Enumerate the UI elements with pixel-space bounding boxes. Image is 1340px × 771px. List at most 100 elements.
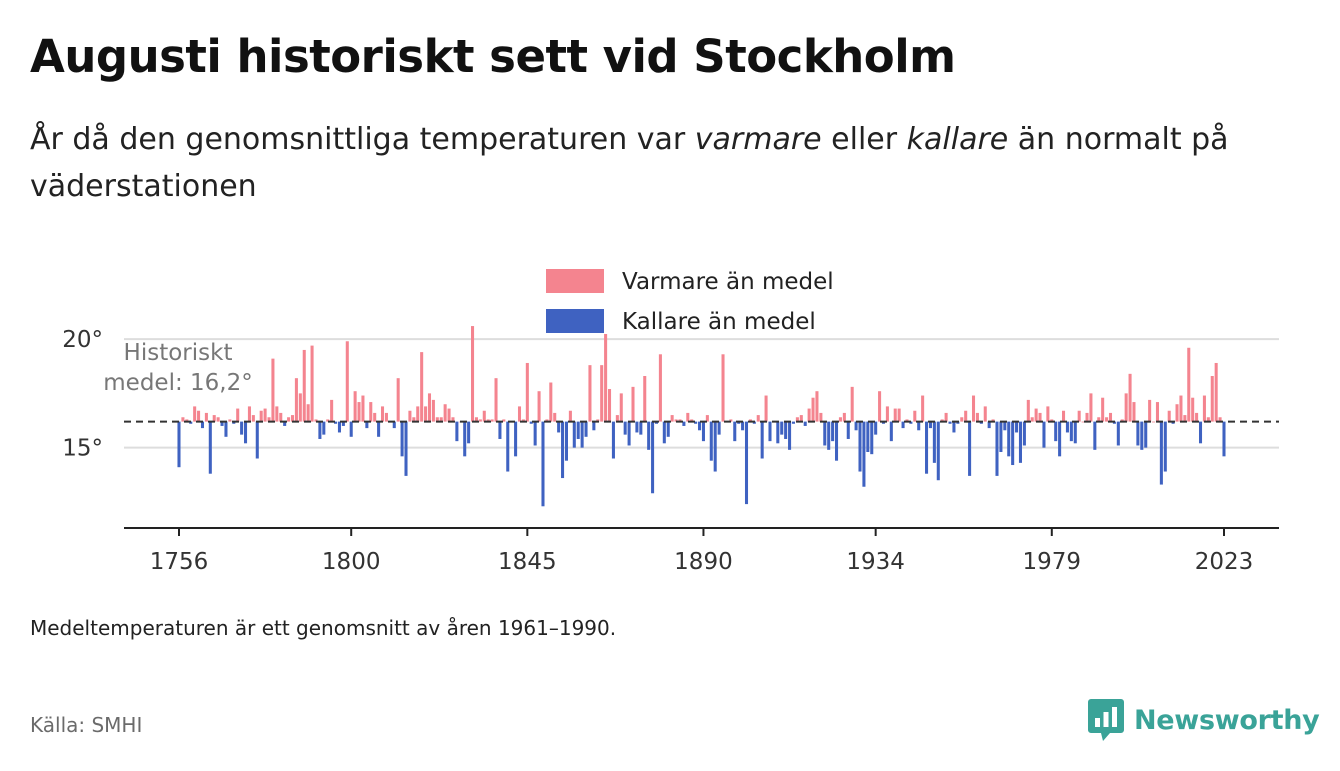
legend-label-cold: Kallare än medel — [622, 309, 816, 335]
bar-warm — [263, 408, 267, 422]
bar-warm — [306, 404, 310, 422]
bar-cold — [557, 421, 561, 433]
bar-warm — [1030, 417, 1034, 422]
bar-warm — [1097, 417, 1101, 422]
bar-cold — [318, 421, 322, 439]
bar-cold — [623, 421, 627, 435]
bar-warm — [643, 376, 647, 422]
bar-cold — [737, 421, 741, 424]
bar-cold — [189, 421, 193, 424]
y-axis-ticks: 15° 20° — [62, 327, 103, 462]
bar-warm — [185, 419, 189, 422]
bar-cold — [1054, 421, 1058, 442]
bar-cold — [341, 421, 345, 426]
subtitle-warm-word: varmare — [694, 122, 822, 157]
bar-cold — [866, 421, 870, 452]
bar-warm — [971, 395, 976, 422]
bar-cold — [463, 421, 467, 457]
bar-cold — [514, 421, 518, 457]
bar-cold — [506, 421, 510, 472]
bar-cold — [698, 421, 702, 431]
bar-warm — [1124, 393, 1128, 422]
bar-cold — [1007, 421, 1011, 457]
source-credit: Källa: SMHI — [30, 713, 143, 737]
bar-warm — [287, 417, 291, 422]
x-tick-label: 1890 — [674, 549, 733, 575]
bar-warm — [1105, 417, 1109, 422]
bar-cold — [365, 421, 369, 429]
bar-cold — [854, 421, 858, 431]
bar-cold — [541, 421, 545, 507]
baseline-label-line1: Historiskt — [124, 340, 233, 366]
bar-cold — [654, 421, 659, 424]
bar-cold — [1093, 421, 1097, 450]
bar-warm — [975, 412, 979, 422]
bar-warm — [1179, 395, 1183, 422]
bar-cold — [1069, 421, 1073, 442]
bar-warm — [212, 415, 216, 422]
bar-cold — [337, 421, 341, 433]
bar-cold — [224, 421, 228, 437]
bar-warm — [478, 419, 482, 422]
bar-warm — [443, 404, 447, 422]
bar-cold — [647, 421, 651, 450]
bar-cold — [1163, 421, 1167, 472]
newsworthy-brand[interactable]: Newsworthy — [1088, 699, 1320, 741]
bar-cold — [200, 421, 205, 429]
bar-warm — [885, 406, 889, 422]
bar-warm — [298, 393, 302, 422]
bar-cold — [717, 421, 721, 435]
bar-warm — [197, 410, 201, 422]
bar-warm — [369, 402, 373, 422]
legend-label-warm: Varmare än medel — [622, 269, 834, 295]
bar-cold — [713, 421, 717, 472]
bar-cold — [979, 421, 983, 424]
bar-warm — [588, 365, 592, 422]
subtitle-text-3: än normalt på väderstationen — [30, 122, 1229, 204]
bar-warm — [439, 417, 443, 422]
bar-warm — [1050, 419, 1054, 422]
bar-cold — [404, 421, 408, 476]
bar-cold — [788, 421, 792, 450]
bar-warm — [1038, 412, 1042, 422]
x-tick-label: 1934 — [846, 549, 905, 575]
bar-cold — [733, 421, 737, 442]
bar-warm — [420, 352, 424, 422]
page-title: Augusti historiskt sett vid Stockholm — [30, 30, 956, 83]
bar-warm — [842, 412, 846, 422]
bar-cold — [1159, 421, 1163, 485]
bar-warm — [310, 345, 314, 422]
bar-cold — [392, 421, 396, 429]
legend-swatch-cold — [546, 309, 604, 333]
bar-cold — [1018, 421, 1022, 463]
bar-warm — [1214, 362, 1218, 422]
bar-warm — [408, 410, 412, 422]
bar-cold — [576, 421, 580, 439]
bar-cold — [999, 421, 1003, 452]
subtitle-text-1: År då den genomsnittliga temperaturen va… — [30, 122, 695, 157]
bar-warm — [431, 399, 435, 422]
bar-warm — [1085, 412, 1089, 422]
bar-warm — [247, 406, 251, 422]
bar-cold — [932, 421, 936, 463]
y-tick-label: 15° — [62, 436, 103, 462]
bar-warm — [721, 354, 725, 422]
bar-cold — [349, 421, 353, 437]
bar-cold — [1003, 421, 1007, 431]
bar-cold — [1116, 421, 1120, 446]
bar-warm — [204, 412, 208, 422]
bar-warm — [897, 408, 901, 422]
bar-cold — [925, 421, 929, 474]
bar-cold — [1011, 421, 1015, 466]
baseline-label-line2: medel: 16,2° — [103, 370, 252, 396]
bar-cold — [244, 421, 248, 444]
bar-warm — [471, 326, 475, 422]
bar-warm — [353, 391, 357, 422]
bar-cold — [561, 421, 565, 479]
bar-warm — [259, 410, 263, 422]
bar-warm — [795, 417, 799, 422]
bar-cold — [592, 421, 596, 431]
bar-cold — [1198, 421, 1203, 444]
bar-cold — [831, 421, 835, 442]
bar-warm — [553, 412, 557, 422]
